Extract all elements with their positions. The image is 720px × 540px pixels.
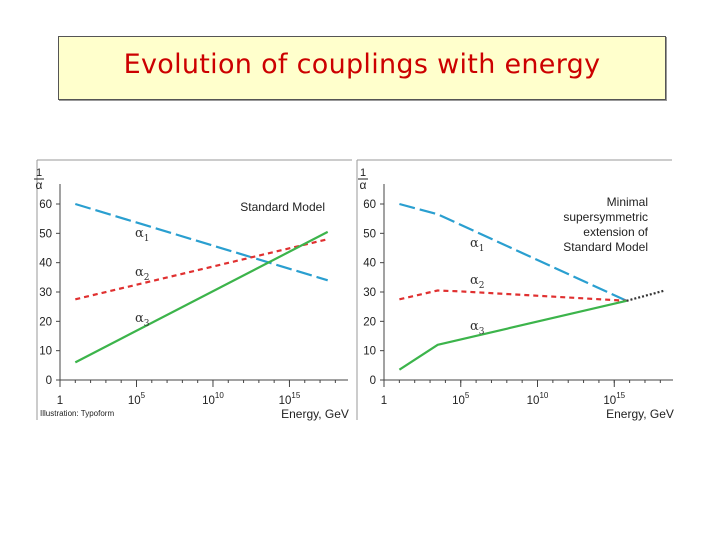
series-line-3: [398, 299, 627, 371]
chart-title-line: Standard Model: [563, 240, 648, 254]
series-label-3: α3: [135, 311, 150, 329]
y-axis-label-numerator: 1: [360, 167, 366, 179]
y-tick-label: 50: [39, 228, 52, 240]
series-label-3: α3: [470, 319, 485, 337]
series-line-unified: [626, 289, 666, 302]
x-axis-label: Energy, GeV: [606, 407, 674, 421]
y-axis-label-denominator: α: [36, 178, 43, 192]
y-tick-label: 50: [363, 228, 376, 240]
x-axis-label: Energy, GeV: [281, 407, 349, 421]
series-line-2: [399, 289, 627, 302]
y-tick-label: 10: [39, 346, 52, 358]
x-tick-label: 1010: [202, 391, 224, 407]
y-tick-label: 60: [363, 199, 376, 211]
series-label-1: α1: [135, 226, 150, 244]
x-tick-label: 1: [381, 395, 387, 407]
series-label-2: α2: [470, 273, 485, 291]
y-tick-label: 10: [363, 346, 376, 358]
x-tick-label: 1010: [527, 391, 549, 407]
series-line-1: [399, 202, 628, 302]
y-tick-label: 30: [39, 287, 52, 299]
y-tick-label: 60: [39, 199, 52, 211]
x-tick-label: 1015: [279, 391, 301, 407]
chart-title-line: supersymmetric: [563, 210, 648, 224]
series-label-1: α1: [470, 236, 485, 254]
slide-title: Evolution of couplings with energy: [123, 49, 601, 80]
series-line-2: [75, 238, 328, 301]
x-tick-label: 105: [452, 391, 470, 407]
y-tick-label: 20: [363, 316, 376, 328]
y-tick-label: 40: [39, 258, 52, 270]
title-box: Evolution of couplings with energy: [58, 36, 666, 100]
chart-title-line: Minimal: [607, 195, 648, 209]
series-line-3: [74, 230, 329, 364]
y-tick-label: 20: [39, 316, 52, 328]
illustration-credit: Illustration: Typoform: [40, 409, 115, 418]
y-tick-label: 40: [363, 258, 376, 270]
y-axis-label-denominator: α: [360, 178, 367, 192]
y-tick-label: 30: [363, 287, 376, 299]
chart-title: Standard Model: [240, 200, 325, 214]
y-axis-label-numerator: 1: [36, 167, 42, 179]
series-line-1: [74, 202, 329, 282]
chart-title-line: extension of: [583, 225, 648, 239]
y-tick-label: 0: [370, 375, 376, 387]
x-tick-label: 1: [57, 395, 63, 407]
y-tick-label: 0: [46, 375, 52, 387]
series-label-2: α2: [135, 265, 150, 283]
x-tick-label: 1015: [603, 391, 625, 407]
x-tick-label: 105: [128, 391, 146, 407]
